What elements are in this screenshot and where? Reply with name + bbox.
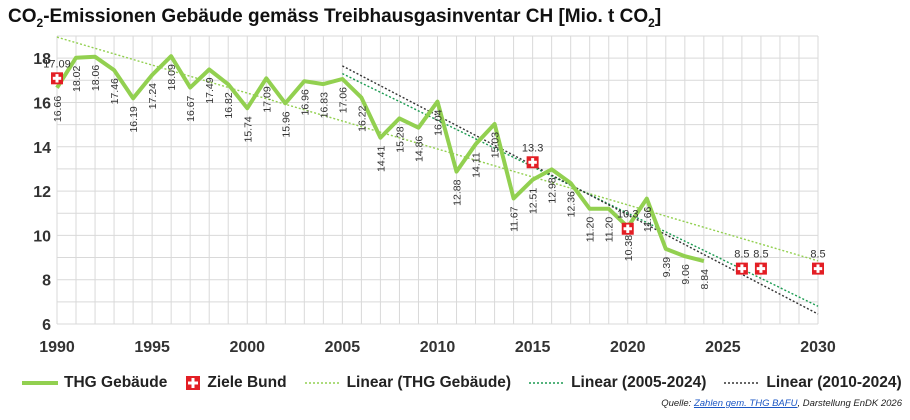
data-label-1991: 18.02 — [71, 66, 83, 92]
ziele-marker-2027 — [754, 262, 767, 275]
data-label-1999: 16.82 — [223, 92, 235, 118]
legend-label-thg: THG Gebäude — [64, 374, 168, 391]
thg-line — [55, 54, 705, 264]
y-tick-10: 10 — [33, 228, 51, 245]
x-tick-2025: 2025 — [705, 339, 741, 356]
y-tick-12: 12 — [33, 184, 51, 201]
ziele-cross-h — [52, 76, 62, 80]
data-label-2019: 11.20 — [604, 217, 616, 243]
ziele-cross-h — [623, 227, 632, 231]
x-tick-1995: 1995 — [134, 339, 170, 356]
data-label-1997: 16.67 — [185, 95, 197, 121]
data-label-2006: 16.22 — [356, 105, 368, 131]
legend-line-lin-2005 — [529, 382, 566, 384]
ziele-cross-h — [756, 267, 766, 271]
ziele-marker-2015 — [526, 156, 539, 169]
emissions-chart: 16.66 18.02 18.06 17.46 16.19 17.24 18.09 16.67… — [33, 35, 836, 356]
ziele-label-2015: 13.3 — [522, 142, 543, 154]
chart-title: CO2-Emissionen Gebäude gemäss Treibhausg… — [8, 6, 662, 30]
data-label-2003: 16.96 — [299, 89, 311, 115]
trend-line-2010 — [342, 65, 819, 315]
data-label-2014: 11.67 — [509, 206, 521, 232]
x-tick-2000: 2000 — [229, 339, 265, 356]
legend-label-lin-2010: Linear (2010-2024) — [766, 374, 902, 391]
data-label-2002: 15.96 — [280, 111, 292, 137]
data-label-2013: 15.03 — [490, 132, 502, 158]
data-labels: 16.66 18.02 18.06 17.46 16.19 17.24 18.09 16.67… — [43, 58, 825, 289]
y-tick-8: 8 — [42, 273, 51, 290]
legend-label-ziele: Ziele Bund — [207, 374, 287, 391]
y-tick-18: 18 — [33, 51, 51, 68]
ziele-label-2027: 8.5 — [753, 249, 768, 261]
ziele-marker-2020 — [621, 222, 634, 235]
legend-item-lin-2005: Linear (2005-2024) — [529, 374, 706, 392]
ziele-label-1990: 17.09 — [43, 58, 71, 70]
legend-label-lin-all: Linear (THG Gebäude) — [346, 374, 512, 391]
x-tick-2005: 2005 — [325, 339, 361, 356]
data-label-1990: 16.66 — [52, 96, 64, 122]
legend-item-ziele: Ziele Bund — [185, 374, 287, 392]
data-label-2021: 11.66 — [642, 206, 654, 232]
data-label-2000: 15.74 — [242, 116, 254, 142]
x-tick-2010: 2010 — [420, 339, 456, 356]
ziele-marker-2030 — [812, 262, 824, 275]
data-label-2016: 12.98 — [547, 177, 559, 203]
ziele-cross-h — [528, 160, 537, 164]
legend-line-lin-all — [304, 382, 341, 384]
x-tick-2015: 2015 — [515, 339, 551, 356]
thg-series — [55, 54, 705, 264]
legend-item-lin-all: Linear (THG Gebäude) — [304, 374, 512, 392]
grid-lines — [56, 35, 819, 325]
legend-marker-ziele — [186, 376, 201, 390]
data-label-1994: 16.19 — [128, 106, 140, 132]
source-note: Quelle: Zahlen gem. THG BAFU, Darstellun… — [661, 398, 902, 409]
data-label-2011: 12.88 — [452, 179, 464, 205]
source-link[interactable]: Zahlen gem. THG BAFU — [693, 398, 798, 409]
data-label-2015: 12.51 — [528, 188, 540, 214]
data-label-2007: 14.41 — [375, 146, 387, 172]
data-label-1992: 18.06 — [90, 65, 102, 91]
data-label-2001: 17.09 — [261, 86, 273, 112]
y-tick-16: 16 — [33, 95, 51, 112]
data-label-2018: 11.20 — [585, 217, 597, 243]
data-label-2024: 8.84 — [699, 269, 711, 290]
legend-label-lin-2005: Linear (2005-2024) — [571, 374, 707, 391]
ziele-label-2030: 8.5 — [810, 249, 825, 261]
axis-ticks: 6 8 10 12 14 16 18 1990 1995 2000 2005 2010 2015 2020… — [33, 51, 836, 356]
legend-line-lin-2010 — [724, 382, 761, 384]
data-label-2005: 17.06 — [337, 87, 349, 113]
data-label-2022: 9.39 — [661, 257, 673, 278]
ziele-marker-2026 — [735, 262, 748, 275]
x-tick-1990: 1990 — [39, 339, 75, 356]
x-tick-2030: 2030 — [800, 339, 836, 356]
data-label-2017: 12.36 — [566, 191, 578, 217]
legend-item-thg: THG Gebäude — [22, 374, 167, 392]
data-label-2020: 10.38 — [623, 235, 635, 261]
legend-item-lin-2010: Linear (2010-2024) — [724, 374, 902, 392]
data-label-1998: 17.49 — [204, 77, 216, 103]
ziele-series — [51, 72, 824, 275]
data-label-1996: 18.09 — [166, 64, 178, 90]
legend-line-thg — [22, 381, 58, 385]
data-label-2008: 15.28 — [394, 126, 406, 152]
data-label-1993: 17.46 — [109, 78, 121, 104]
ziele-marker-1990 — [51, 72, 63, 85]
x-tick-2020: 2020 — [610, 339, 646, 356]
y-tick-6: 6 — [42, 317, 51, 334]
ziele-label-2020: 10.3 — [617, 209, 638, 221]
data-label-1995: 17.24 — [147, 83, 159, 109]
legend: THG Gebäude Ziele Bund Linear (THG Gebäu… — [22, 374, 910, 392]
data-label-2012: 14.11 — [471, 152, 483, 178]
y-tick-14: 14 — [33, 140, 51, 157]
ziele-cross-h — [813, 267, 823, 271]
data-label-2004: 16.83 — [318, 92, 330, 118]
ziele-cross-h — [737, 267, 747, 271]
ziele-label-2026: 8.5 — [734, 249, 749, 261]
data-label-2023: 9.06 — [680, 264, 692, 285]
data-label-2010: 16.04 — [433, 109, 445, 135]
data-label-2009: 14.86 — [413, 136, 425, 162]
